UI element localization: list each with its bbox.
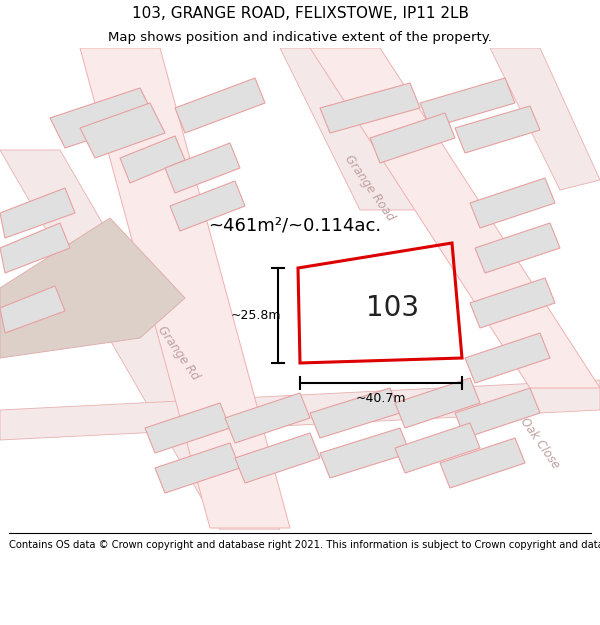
Polygon shape xyxy=(475,223,560,273)
Text: 103: 103 xyxy=(367,294,419,322)
Polygon shape xyxy=(470,278,555,328)
Polygon shape xyxy=(455,388,540,438)
Polygon shape xyxy=(420,78,515,128)
Text: ~25.8m: ~25.8m xyxy=(231,309,281,322)
Polygon shape xyxy=(0,286,65,333)
Polygon shape xyxy=(0,223,70,273)
Polygon shape xyxy=(310,48,600,388)
Polygon shape xyxy=(395,423,480,473)
Polygon shape xyxy=(120,136,185,183)
Polygon shape xyxy=(440,438,525,488)
Polygon shape xyxy=(225,393,310,443)
Text: Grange Rd: Grange Rd xyxy=(155,324,202,382)
Polygon shape xyxy=(370,113,455,163)
Polygon shape xyxy=(0,188,75,238)
Polygon shape xyxy=(465,333,550,383)
Polygon shape xyxy=(320,428,410,478)
Polygon shape xyxy=(320,83,420,133)
Polygon shape xyxy=(0,380,600,440)
Polygon shape xyxy=(455,106,540,153)
Text: Map shows position and indicative extent of the property.: Map shows position and indicative extent… xyxy=(108,31,492,44)
Polygon shape xyxy=(490,48,600,190)
Polygon shape xyxy=(470,178,555,228)
Text: ~461m²/~0.114ac.: ~461m²/~0.114ac. xyxy=(208,217,382,235)
Polygon shape xyxy=(395,378,480,428)
Polygon shape xyxy=(310,388,400,438)
Text: Oak Close: Oak Close xyxy=(518,415,562,471)
Polygon shape xyxy=(235,433,320,483)
Text: 103, GRANGE ROAD, FELIXSTOWE, IP11 2LB: 103, GRANGE ROAD, FELIXSTOWE, IP11 2LB xyxy=(131,6,469,21)
Polygon shape xyxy=(80,103,165,158)
Text: Contains OS data © Crown copyright and database right 2021. This information is : Contains OS data © Crown copyright and d… xyxy=(9,539,600,549)
Polygon shape xyxy=(170,181,245,231)
Text: ~40.7m: ~40.7m xyxy=(356,391,406,404)
Polygon shape xyxy=(165,143,240,193)
Polygon shape xyxy=(0,218,185,358)
Polygon shape xyxy=(80,48,290,528)
Polygon shape xyxy=(0,150,280,530)
Polygon shape xyxy=(145,403,230,453)
Polygon shape xyxy=(155,443,240,493)
Polygon shape xyxy=(175,78,265,133)
Text: Grange Road: Grange Road xyxy=(343,152,398,223)
Polygon shape xyxy=(280,48,420,210)
Polygon shape xyxy=(50,88,155,148)
